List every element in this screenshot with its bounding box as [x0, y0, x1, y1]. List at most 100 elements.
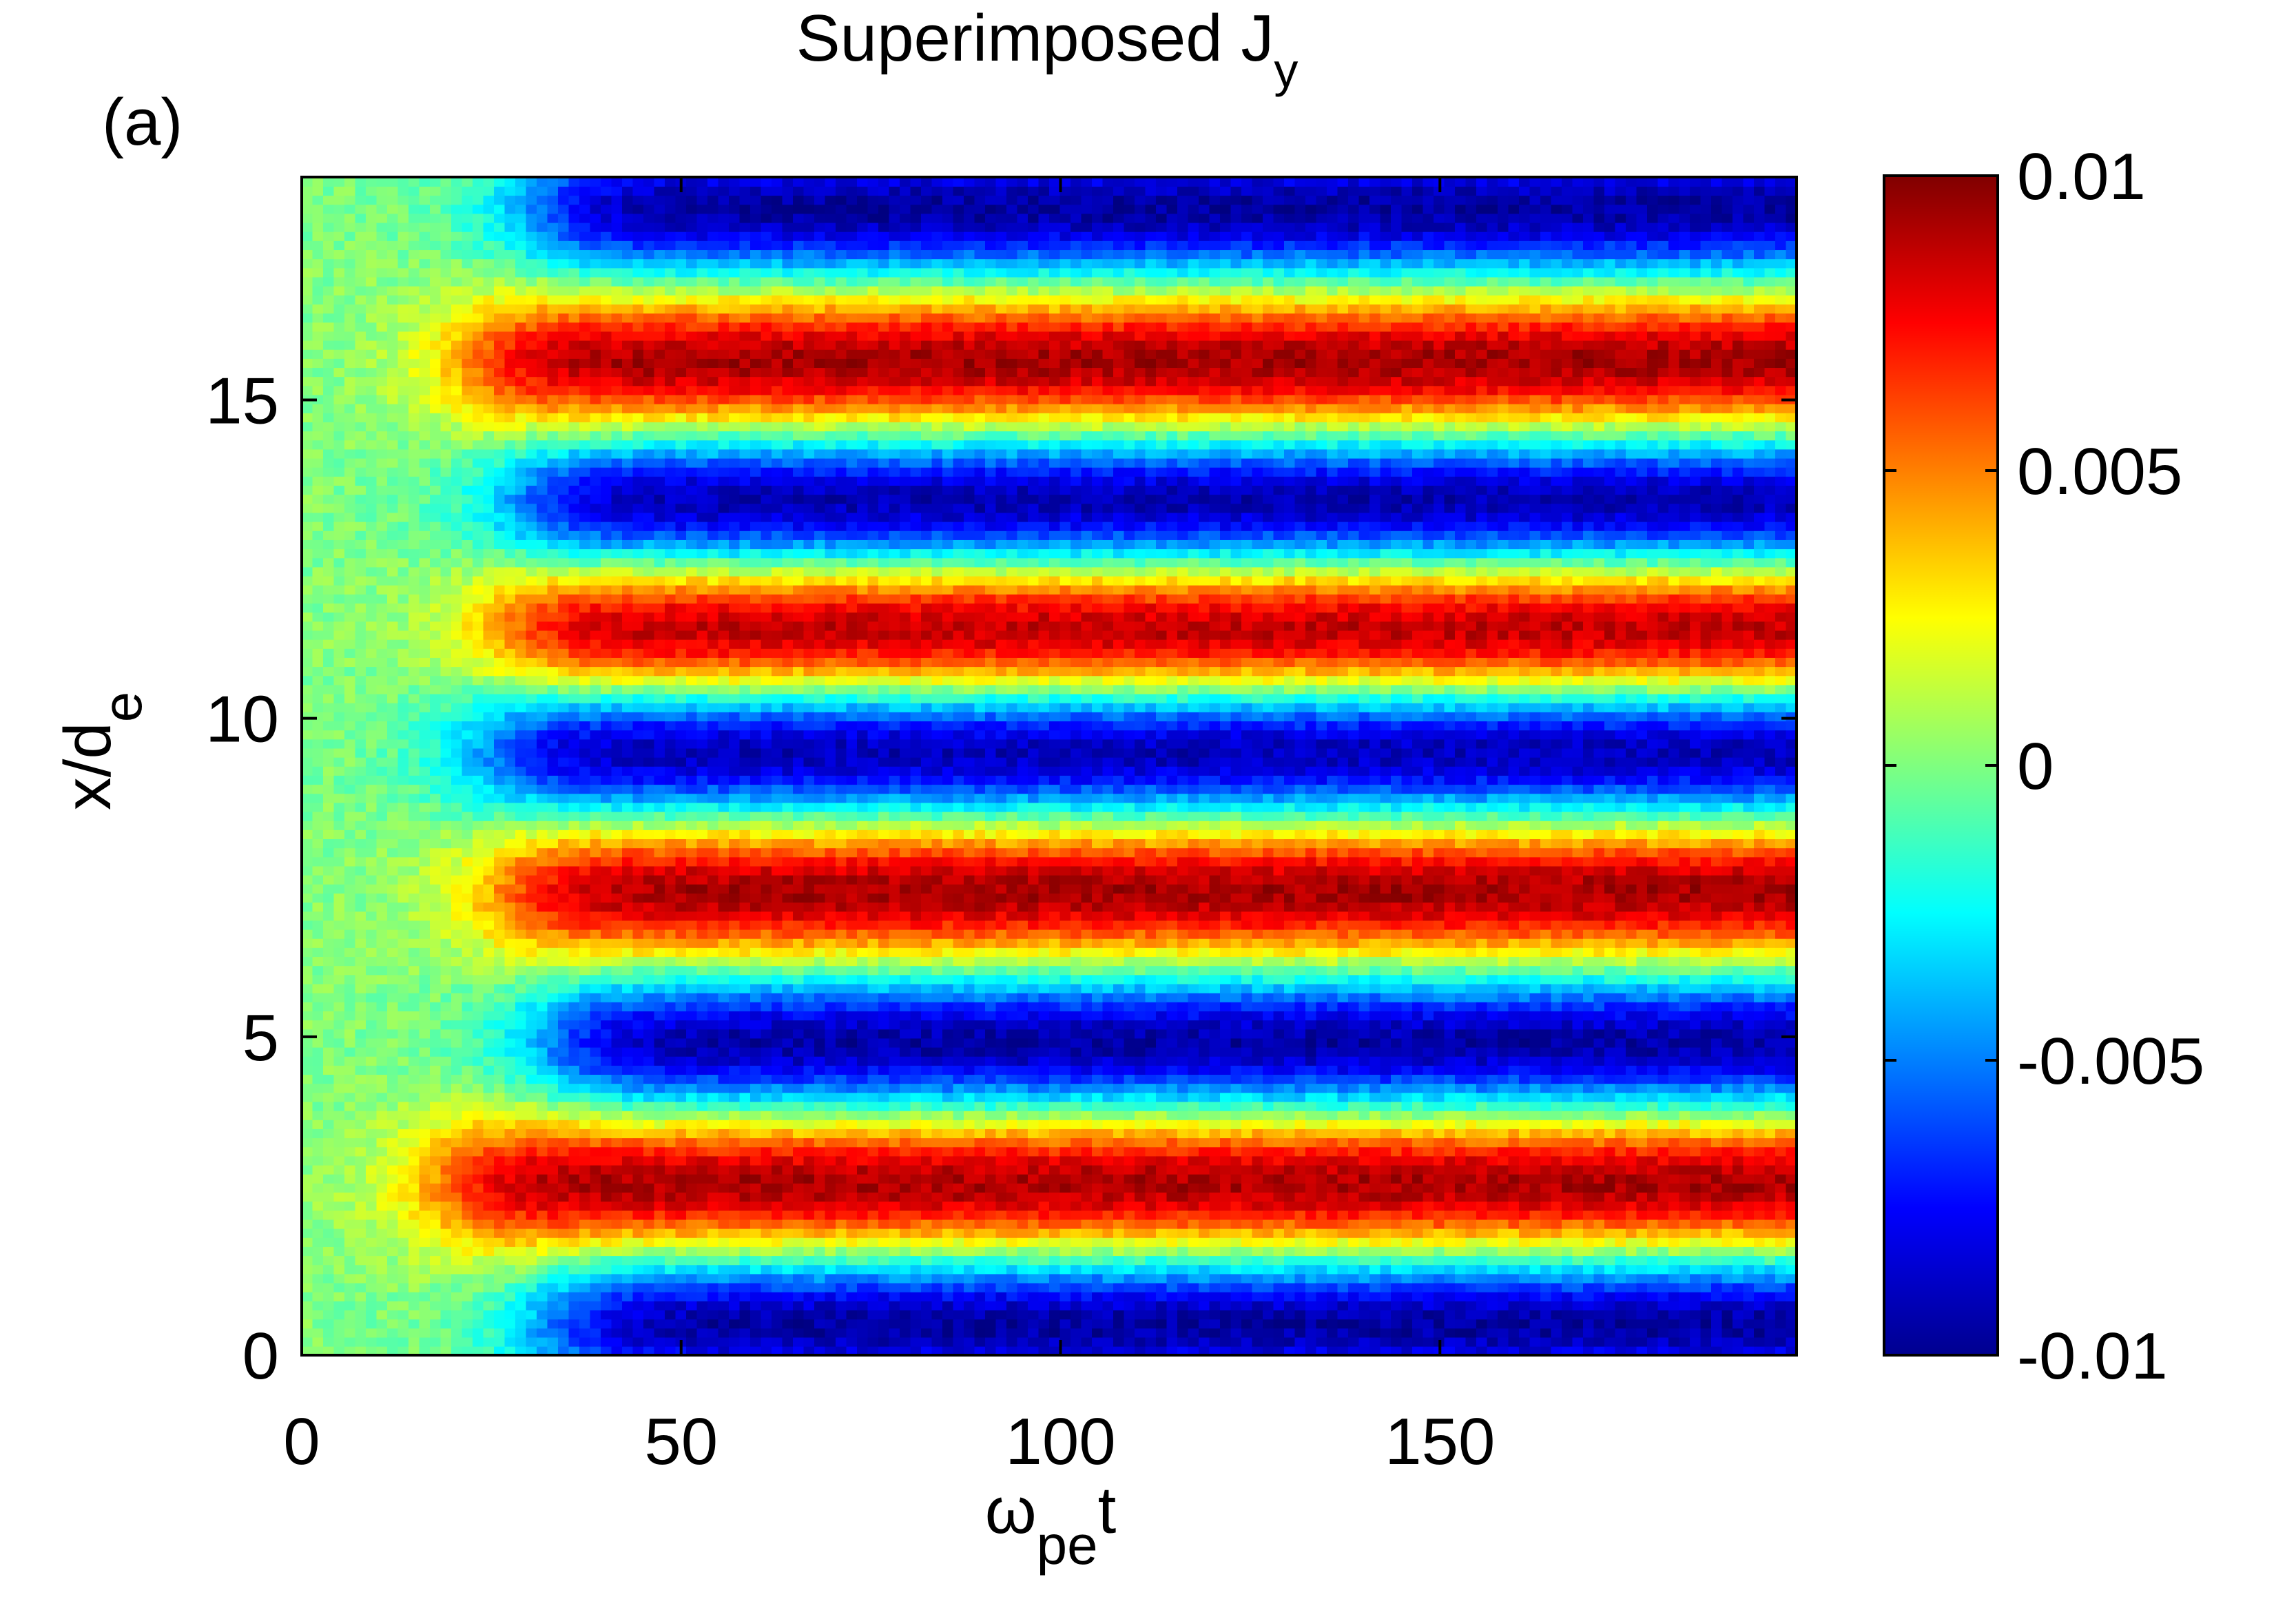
heatmap-cell — [537, 811, 548, 821]
heatmap-cell — [590, 466, 601, 477]
heatmap-cell — [483, 1137, 495, 1148]
heatmap-cell — [440, 494, 452, 504]
heatmap-cell — [366, 1255, 378, 1266]
heatmap-cell — [397, 476, 409, 486]
heatmap-cell — [451, 349, 463, 359]
heatmap-cell — [665, 521, 676, 531]
heatmap-cell — [451, 675, 463, 686]
heatmap-cell — [526, 295, 537, 305]
heatmap-cell — [430, 1055, 442, 1066]
heatmap-cell — [419, 1328, 431, 1338]
heatmap-cell — [622, 1065, 634, 1075]
heatmap-cell — [462, 367, 473, 378]
heatmap-cell — [654, 240, 665, 251]
heatmap-cell — [504, 1011, 516, 1021]
heatmap-cell — [601, 394, 612, 404]
heatmap-cell — [494, 702, 506, 712]
heatmap-cell — [451, 594, 463, 604]
heatmap-cell — [451, 1065, 463, 1075]
heatmap-cell — [462, 1020, 473, 1030]
heatmap-cell — [526, 893, 537, 903]
heatmap-cell — [558, 267, 570, 278]
heatmap-cell — [611, 1002, 623, 1011]
heatmap-cell — [430, 1301, 442, 1311]
heatmap-cell — [590, 1210, 601, 1220]
heatmap-cell — [686, 1047, 698, 1057]
heatmap-cell — [302, 730, 313, 740]
heatmap-cell — [643, 675, 655, 686]
heatmap-cell — [601, 403, 612, 413]
heatmap-cell — [494, 1228, 506, 1238]
heatmap-cell — [547, 784, 559, 794]
heatmap-cell — [632, 820, 644, 830]
heatmap-cell — [302, 548, 313, 559]
heatmap-cell — [632, 712, 644, 722]
heatmap-cell — [537, 258, 548, 269]
heatmap-cell — [515, 340, 527, 350]
heatmap-cell — [323, 847, 335, 858]
heatmap-cell — [408, 666, 420, 677]
heatmap-cell — [451, 1301, 463, 1311]
heatmap-cell — [323, 1110, 335, 1120]
heatmap-cell — [366, 331, 378, 341]
heatmap-cell — [643, 784, 655, 794]
heatmap-cell — [430, 902, 442, 912]
heatmap-cell — [665, 1137, 676, 1148]
heatmap-cell — [462, 684, 473, 694]
heatmap-cell — [568, 929, 580, 939]
heatmap-cell — [537, 1192, 548, 1202]
heatmap-cell — [568, 1120, 580, 1129]
heatmap-cell — [504, 358, 516, 369]
heatmap-cell — [344, 177, 356, 187]
heatmap-cell — [654, 684, 665, 694]
heatmap-cell — [419, 702, 431, 712]
heatmap-cell — [473, 1002, 484, 1011]
heatmap-cell — [397, 231, 409, 241]
heatmap-cell — [355, 603, 366, 613]
heatmap-cell — [515, 1074, 527, 1084]
heatmap-cell — [333, 793, 345, 803]
heatmap-cell — [611, 1164, 623, 1175]
heatmap-cell — [397, 793, 409, 803]
heatmap-cell — [440, 1110, 452, 1120]
heatmap-cell — [462, 566, 473, 577]
heatmap-cell — [333, 476, 345, 486]
heatmap-cell — [526, 466, 537, 477]
heatmap-cell — [696, 847, 708, 858]
heatmap-cell — [302, 186, 313, 196]
heatmap-cell — [675, 449, 687, 459]
heatmap-cell — [686, 195, 698, 205]
heatmap-cell — [568, 983, 580, 993]
heatmap-cell — [473, 1164, 484, 1175]
heatmap-cell — [302, 1337, 313, 1347]
heatmap-cell — [686, 431, 698, 441]
heatmap-cell — [355, 947, 366, 958]
heatmap-cell — [462, 422, 473, 432]
heatmap-cell — [654, 1155, 665, 1166]
heatmap-cell — [376, 1011, 388, 1021]
heatmap-cell — [643, 911, 655, 921]
heatmap-cell — [430, 204, 442, 214]
heatmap-cell — [526, 748, 537, 758]
heatmap-cell — [323, 304, 335, 314]
heatmap-cell — [547, 295, 559, 305]
heatmap-cell — [376, 1074, 388, 1084]
heatmap-cell — [376, 566, 388, 577]
heatmap-cell — [643, 331, 655, 341]
heatmap-cell — [408, 983, 420, 993]
heatmap-cell — [355, 1155, 366, 1166]
heatmap-cell — [696, 730, 708, 740]
heatmap-cell — [430, 431, 442, 441]
heatmap-cell — [515, 1083, 527, 1093]
heatmap-cell — [323, 1065, 335, 1075]
heatmap-cell — [537, 675, 548, 686]
heatmap-cell — [376, 1310, 388, 1320]
heatmap-cell — [515, 440, 527, 450]
heatmap-cell — [494, 784, 506, 794]
heatmap-cell — [515, 1092, 527, 1102]
heatmap-cell — [344, 612, 356, 622]
heatmap-cell — [376, 648, 388, 658]
heatmap-cell — [408, 965, 420, 976]
heatmap-cell — [622, 1155, 634, 1166]
heatmap-cell — [537, 1020, 548, 1030]
